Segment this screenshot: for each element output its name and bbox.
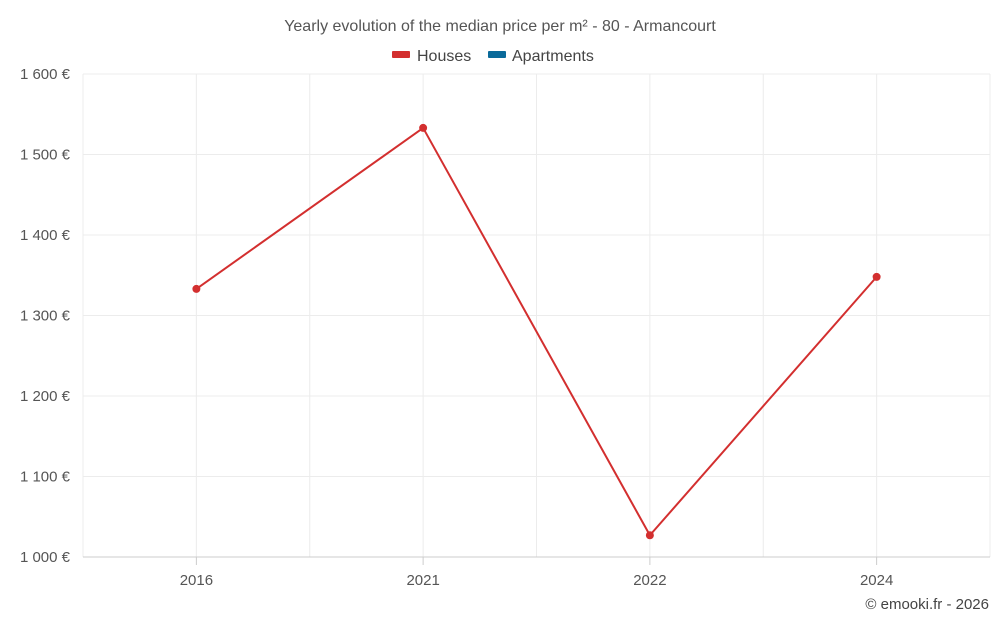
credit-text: © emooki.fr - 2026 bbox=[865, 596, 989, 613]
y-tick-label: 1 000 € bbox=[20, 549, 71, 566]
data-point-houses[interactable] bbox=[192, 284, 201, 293]
legend-swatch-houses bbox=[392, 51, 410, 58]
legend-item-houses[interactable]: Houses bbox=[392, 48, 471, 65]
y-tick-label: 1 300 € bbox=[20, 308, 71, 325]
x-tick-label: 2021 bbox=[406, 572, 439, 589]
data-point-houses[interactable] bbox=[872, 272, 881, 281]
data-point-houses[interactable] bbox=[645, 531, 654, 540]
x-tick-label: 2016 bbox=[180, 572, 213, 589]
legend-item-apartments[interactable]: Apartments bbox=[488, 48, 594, 65]
legend-swatch-apartments bbox=[488, 51, 506, 58]
y-tick-label: 1 400 € bbox=[20, 227, 71, 244]
chart-title: Yearly evolution of the median price per… bbox=[284, 18, 716, 35]
y-tick-label: 1 500 € bbox=[20, 147, 71, 164]
data-point-houses[interactable] bbox=[419, 123, 428, 132]
grid-layer bbox=[82, 73, 991, 558]
x-tick-label: 2024 bbox=[860, 572, 893, 589]
legend-label-houses: Houses bbox=[417, 48, 471, 65]
series-line-houses bbox=[195, 126, 878, 537]
y-tick-label: 1 100 € bbox=[20, 469, 71, 486]
x-axis-ticks: 2016 2021 2022 2024 bbox=[180, 557, 893, 589]
legend-label-apartments: Apartments bbox=[512, 48, 594, 65]
y-axis-ticks: 1 000 € 1 100 € 1 200 € 1 300 € 1 400 € 1 500… bbox=[20, 66, 71, 566]
series-layer bbox=[192, 123, 881, 540]
y-tick-label: 1 600 € bbox=[20, 66, 71, 83]
y-tick-label: 1 200 € bbox=[20, 388, 71, 405]
x-tick-label: 2022 bbox=[633, 572, 666, 589]
legend: Houses Apartments bbox=[392, 48, 594, 65]
